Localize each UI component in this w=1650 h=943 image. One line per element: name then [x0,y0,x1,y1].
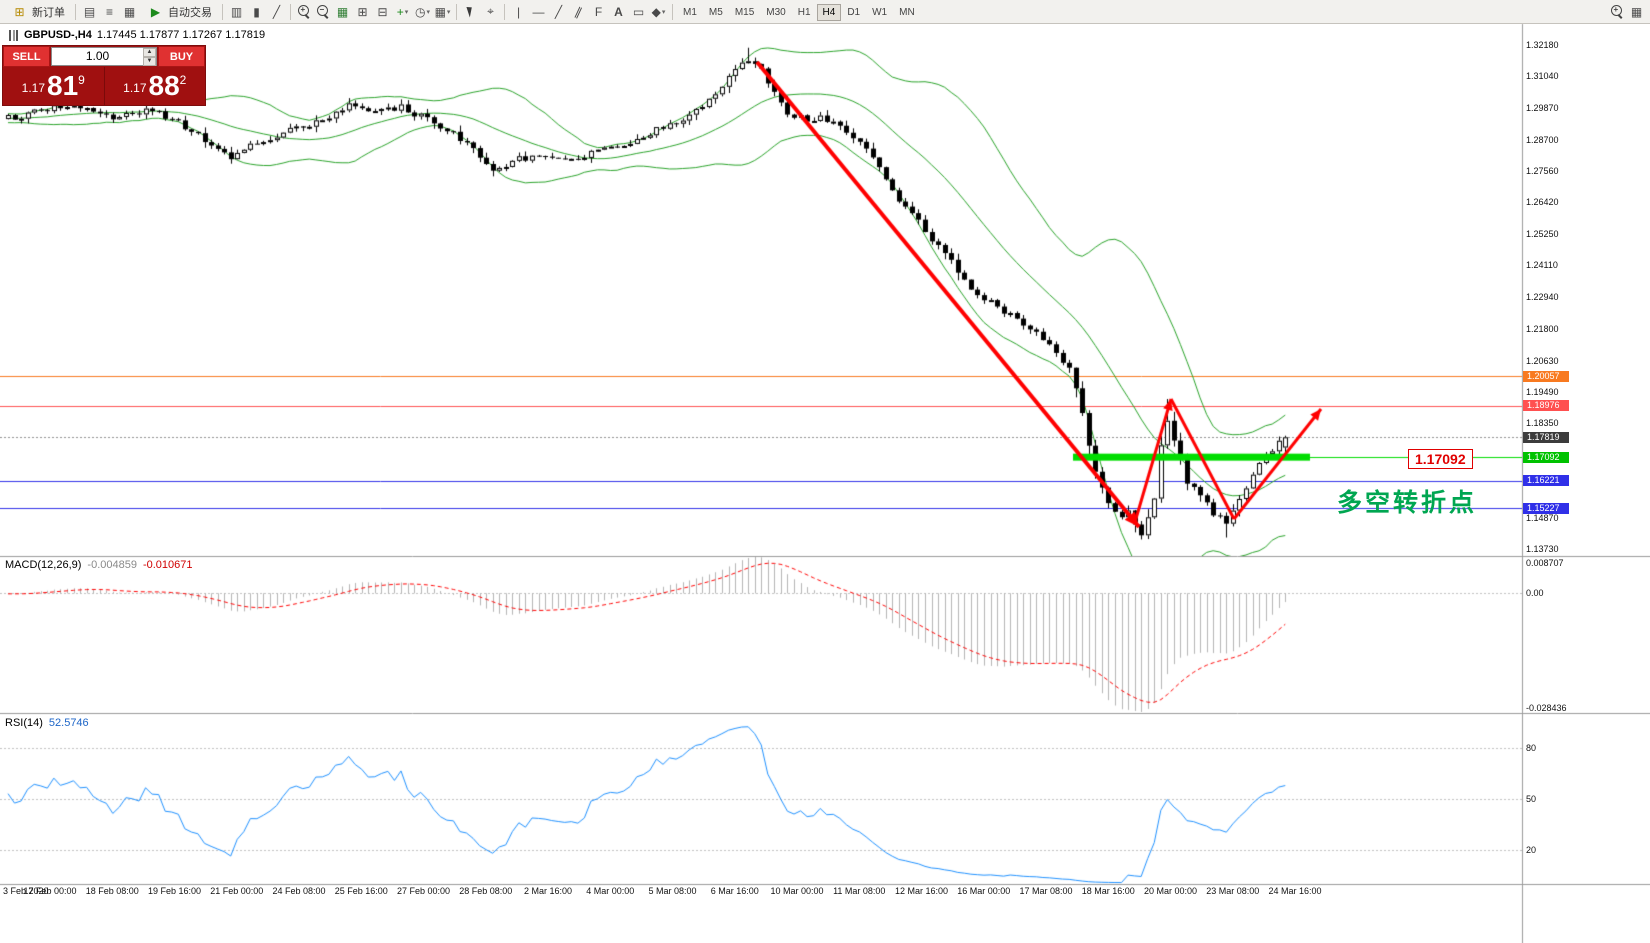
volume-up-icon[interactable]: ▲ [143,48,156,57]
macd-value-main: -0.004859 [87,559,137,571]
chart-window-icon[interactable]: ▦ [1630,4,1643,19]
search-icon[interactable]: + [1608,3,1626,21]
text-icon[interactable]: A [614,4,623,19]
market-watch-icon[interactable]: ▤ [83,4,96,19]
channel-icon[interactable]: ∥ [572,3,585,20]
timeframe-button-M5[interactable]: M5 [708,6,723,18]
vertical-line-icon[interactable]: | [516,4,521,19]
navigator-icon[interactable]: ≡ [105,4,113,19]
crosshair-icon[interactable]: ⌖ [487,4,494,18]
timeframe-button-D1[interactable]: D1 [847,6,861,18]
divider [75,3,76,20]
buy-price-big: 88 [148,70,180,101]
symbol-info: GBPUSD-,H4 1.17445 1.17877 1.17267 1.178… [8,29,265,41]
macd-label: MACD(12,26,9) -0.004859 -0.010671 [5,559,193,571]
support-price-label: 1.17092 [1408,449,1473,469]
shapes-icon[interactable]: ◆ ▾ [651,4,666,19]
autotrade-button[interactable]: ▶ 自动交易 [140,0,218,24]
timeframe-button-H4[interactable]: H4 [816,3,842,21]
autotrade-play-icon: ▶ [150,4,161,19]
new-order-label: 新订单 [32,6,65,19]
fibonacci-icon[interactable]: F [594,4,603,19]
period-clock-icon[interactable]: ◷ ▾ [415,4,430,19]
bars-chart-icon[interactable]: ▥ [230,4,243,19]
divider [222,3,223,20]
volume-spin-buttons[interactable]: ▲ ▼ [143,48,156,66]
text-label-icon[interactable]: ▭ [632,4,645,19]
timeframe-button-M15[interactable]: M15 [734,6,755,18]
divider [672,3,673,20]
candlestick-chart-icon[interactable]: ▮ [253,4,260,19]
symbol-ohlc: 1.17445 1.17877 1.17267 1.17819 [96,29,266,41]
buy-price-small: 1.17 [123,81,147,95]
line-chart-icon[interactable]: ╱ [272,4,281,19]
sell-price[interactable]: 1.17 81 9 [3,67,104,105]
cascade-windows-icon[interactable]: ⊟ [377,4,388,19]
buy-price-sup: 2 [179,73,187,87]
cursor-icon[interactable] [461,3,480,21]
macd-value-signal: -0.010671 [142,559,193,571]
buy-button[interactable]: BUY [158,46,205,67]
divider [103,67,105,105]
zoom-in-icon[interactable]: + [295,3,313,21]
rsi-name: RSI(14) [5,717,43,729]
rsi-value: 52.5746 [48,717,89,729]
buy-price[interactable]: 1.17 88 2 [105,67,206,105]
sell-price-sup: 9 [78,73,85,87]
new-order-icon: ⊞ [14,4,25,19]
template-icon[interactable]: ▦ ▾ [434,4,451,19]
new-order-button[interactable]: ⊞ 新订单 [4,0,71,24]
sell-button[interactable]: SELL [3,46,50,67]
timeframe-button-MN[interactable]: MN [899,6,915,18]
volume-down-icon[interactable]: ▼ [143,57,156,66]
timeframe-button-M30[interactable]: M30 [766,6,786,18]
macd-name: MACD(12,26,9) [5,559,82,571]
toolbar: ⊞ 新订单 ▤ ≡ ▦ ▶ 自动交易 ▥ ▮ ╱ + − ▦ ⊞ ⊟ + ▾ ◷ ▾… [0,0,1650,24]
divider [504,3,505,20]
sell-price-small: 1.17 [21,81,45,95]
indicators-icon[interactable]: + ▾ [396,4,409,19]
timeframe-group: M1 M5 M15 M30 H1 H4 D1 W1 MN [677,3,921,21]
volume-value[interactable]: 1.00 [85,49,110,63]
autotrade-label: 自动交易 [168,6,212,19]
timeframe-button-W1[interactable]: W1 [872,6,888,18]
divider [456,3,457,20]
timeframe-button-H1[interactable]: H1 [797,6,811,18]
symbol-title: GBPUSD-,H4 [24,29,92,41]
one-click-trading-panel: SELL 1.00 ▲ ▼ BUY 1.17 81 9 1.17 88 2 [2,45,206,106]
volume-stepper[interactable]: 1.00 ▲ ▼ [51,47,157,66]
tile-windows-icon[interactable]: ⊞ [357,4,368,19]
rsi-label: RSI(14) 52.5746 [5,717,89,729]
sell-price-big: 81 [47,70,79,101]
horizontal-line-icon[interactable]: — [532,4,545,19]
timeframe-button-M1[interactable]: M1 [683,6,697,18]
divider [290,3,291,20]
bull-bear-turning-point-note: 多空转折点 [1337,489,1478,517]
terminal-icon[interactable]: ▦ [123,4,136,19]
grid-icon[interactable]: ▦ [336,4,349,19]
zoom-out-icon[interactable]: − [314,3,332,21]
trendline-icon[interactable]: ╱ [554,4,563,19]
chart-icon [8,29,19,41]
